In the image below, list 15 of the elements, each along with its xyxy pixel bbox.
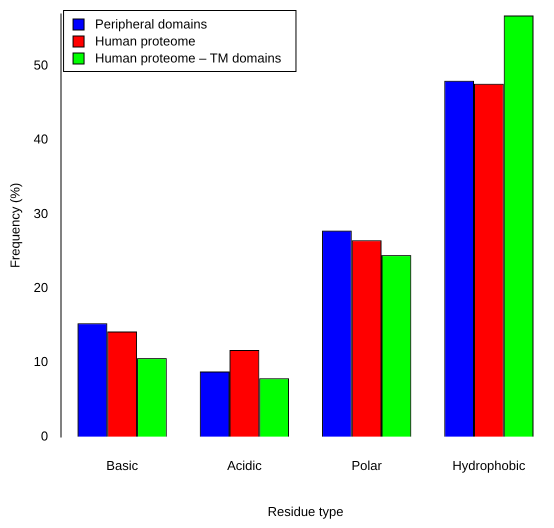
y-tick-label: 40 — [34, 132, 48, 147]
y-tick-label: 10 — [34, 354, 48, 370]
legend-label: Peripheral domains — [95, 16, 208, 32]
legend-label: Human proteome — [95, 34, 196, 49]
x-tick-label: Hydrophobic — [452, 458, 526, 474]
x-axis-title: Residue type — [268, 504, 344, 519]
x-tick-label: Basic — [106, 458, 139, 474]
x-tick-label: Polar — [351, 458, 382, 474]
legend-label: Human proteome – TM domains — [95, 50, 282, 66]
x-tick-label: Acidic — [227, 458, 262, 474]
y-tick-label: 50 — [34, 58, 48, 72]
y-tick-label: 30 — [34, 206, 48, 221]
y-tick-label: 0 — [40, 428, 48, 444]
y-tick-label: 20 — [34, 280, 48, 296]
y-axis-title: Frequency (%) — [7, 182, 22, 268]
